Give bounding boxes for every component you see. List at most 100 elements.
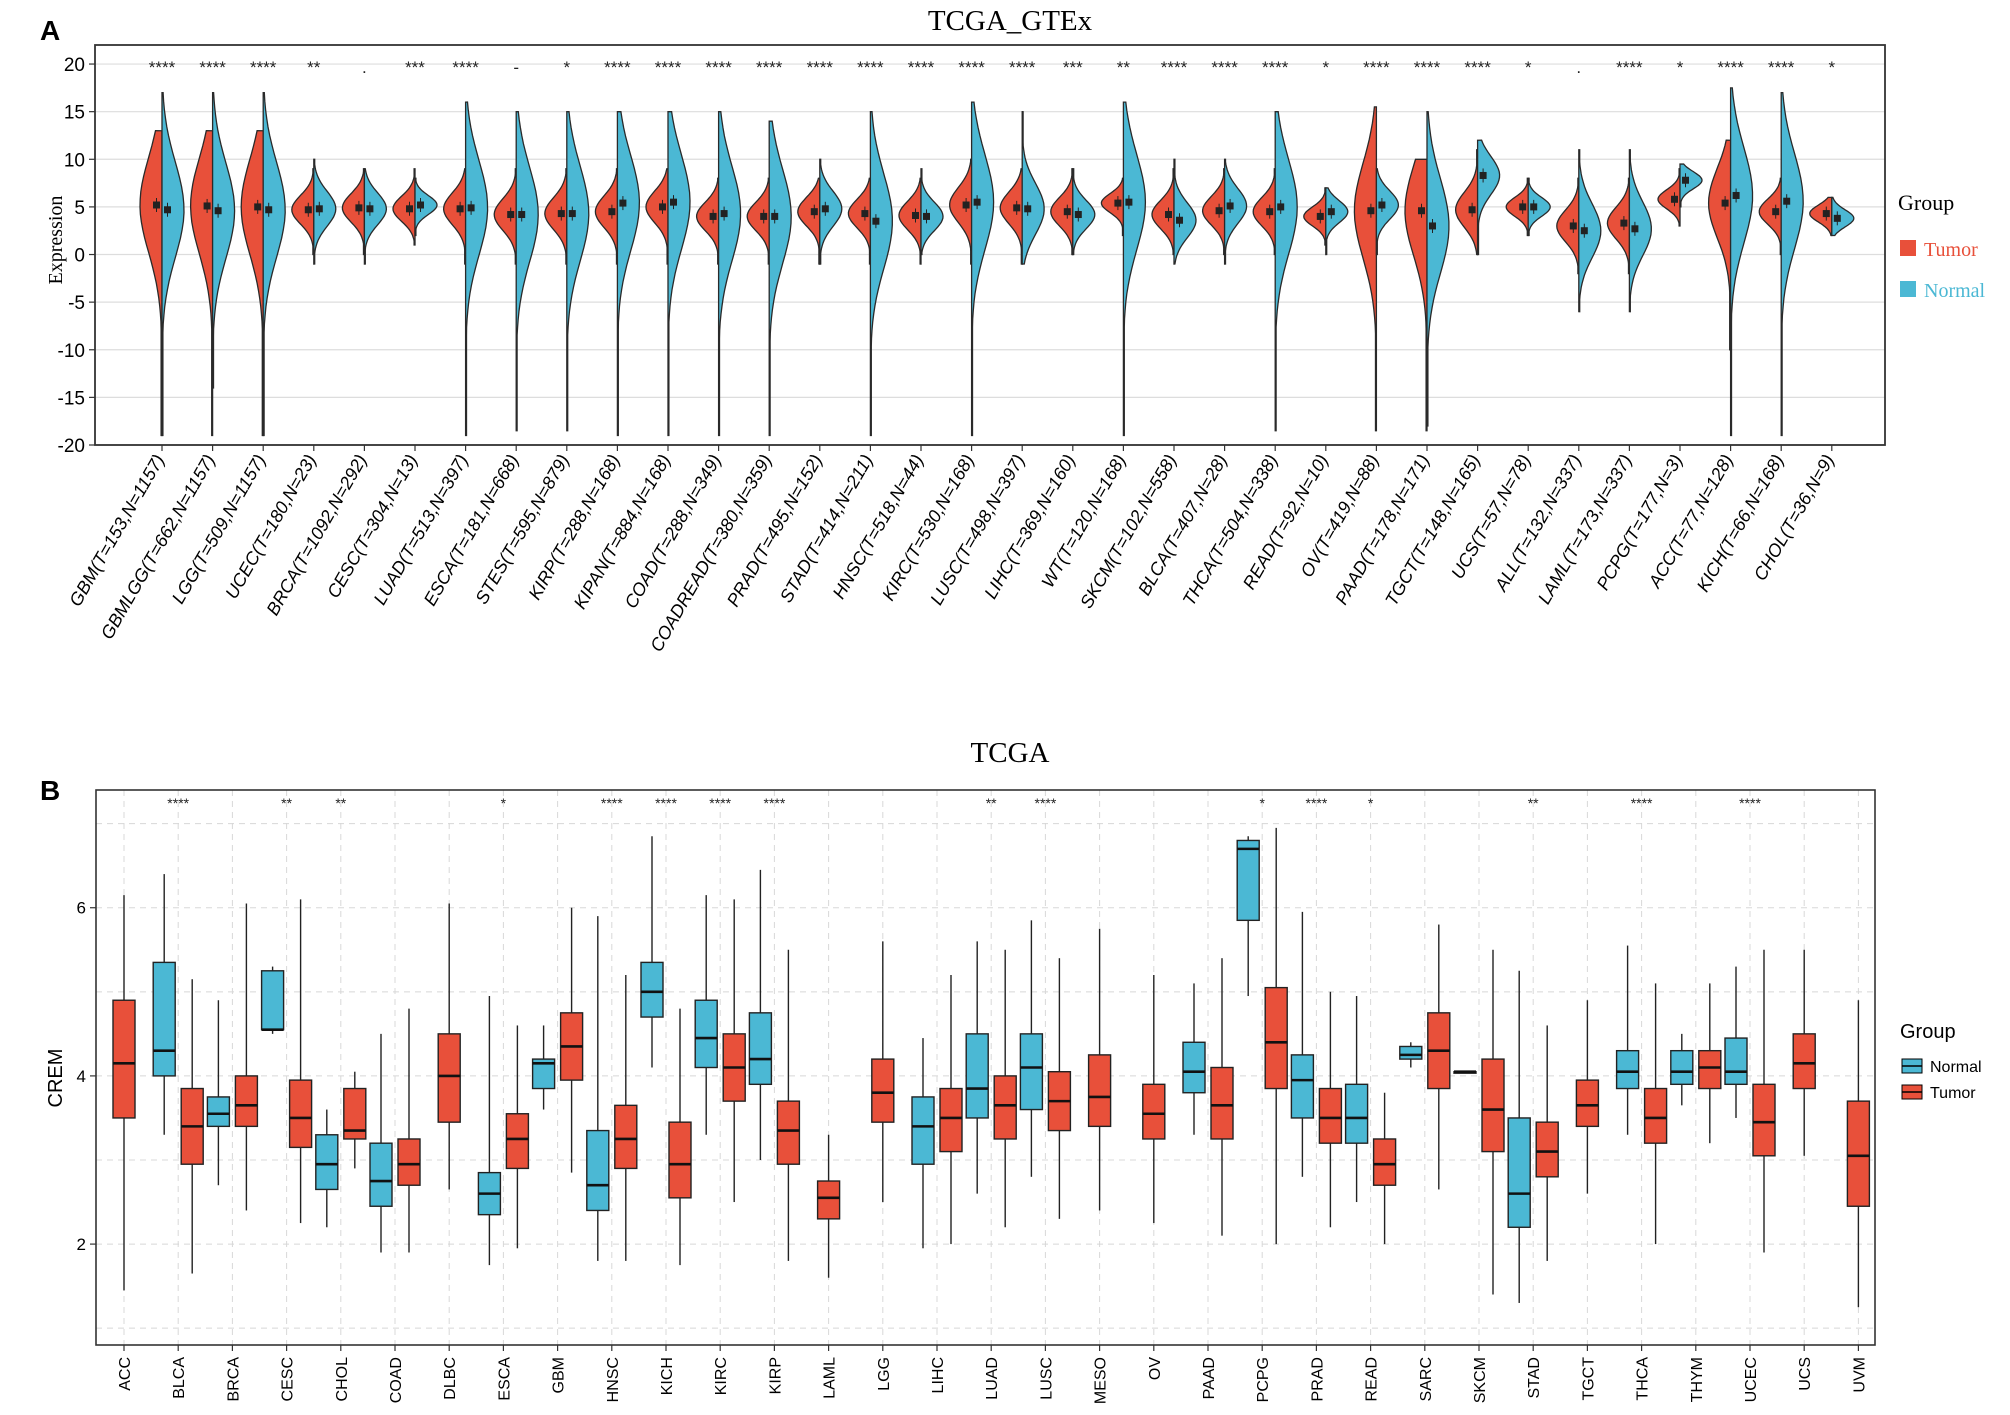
panel-a-significance: **** xyxy=(756,58,783,77)
box-normal-box xyxy=(911,1096,935,1165)
panel-a-significance: **** xyxy=(199,58,226,77)
box-normal-box xyxy=(586,1129,610,1212)
panel-a-significance: * xyxy=(1828,58,1835,77)
violin-normal xyxy=(1375,168,1400,256)
panel-a-y-tick-label: 0 xyxy=(74,246,85,267)
panel-b-x-tick-label: PAAD xyxy=(1201,1357,1218,1399)
panel-a-significance: * xyxy=(1525,58,1532,77)
panel-a-x-tick-label: SKCM(T=102,N=558) xyxy=(1076,451,1180,612)
panel-a-y-tick-label: 10 xyxy=(64,150,85,171)
violin-normal xyxy=(1122,101,1147,437)
panel-b-legend-title: Group xyxy=(1900,1021,1956,1043)
panel-a-legend-swatch-normal xyxy=(1900,281,1916,297)
panel-a-significance: *** xyxy=(1063,58,1083,77)
box-normal-box xyxy=(206,1096,231,1128)
violin-normal xyxy=(1780,91,1804,437)
box-normal-box xyxy=(369,1142,393,1207)
panel-a-significance: **** xyxy=(604,58,631,77)
violin-normal xyxy=(464,101,489,437)
box-normal-box xyxy=(152,961,176,1077)
panel-b-y-axis-label: CREM xyxy=(45,1049,67,1108)
panel-b-title: TCGA xyxy=(971,737,1050,769)
panel-a-significance: **** xyxy=(857,58,884,77)
panel-a-title: TCGA_GTEx xyxy=(928,5,1093,37)
box-tumor-box xyxy=(1752,1083,1776,1157)
panel-b-y-tick-label: 6 xyxy=(77,899,86,918)
panel-a-x-tick-label: ESCA(T=181,N=668) xyxy=(420,451,523,609)
panel-a-legend: Group Tumor Normal xyxy=(1898,190,1986,302)
panel-b-plot-border xyxy=(95,789,1876,1346)
violin-normal xyxy=(161,91,185,437)
violin-normal xyxy=(1831,196,1855,237)
panel-a-significance: **** xyxy=(1211,58,1238,77)
panel-a-significance: **** xyxy=(1464,58,1491,77)
panel-a-significance: **** xyxy=(908,58,935,77)
box-normal-box xyxy=(1615,1049,1640,1090)
panel-a-x-tick-label: UCEC(T=180,N=23) xyxy=(221,451,320,602)
panel-b-significance: * xyxy=(501,795,507,811)
box-normal-box xyxy=(1290,1054,1315,1119)
box-tumor-box xyxy=(1846,1100,1871,1207)
box-tumor-box xyxy=(1698,1049,1722,1090)
panel-b-legend-label-tumor: Tumor xyxy=(1930,1085,1976,1102)
violin-tumor xyxy=(442,168,467,265)
panel-a-significance: * xyxy=(1677,58,1684,77)
violin-normal xyxy=(211,91,236,389)
panel-a-significance: . xyxy=(1576,58,1581,77)
panel-b-x-tick-label: BLCA xyxy=(171,1357,188,1399)
box-tumor-box xyxy=(437,1033,461,1123)
box-tumor-box xyxy=(288,1079,313,1149)
box-normal-box xyxy=(315,1134,339,1191)
panel-a-x-tick-label: LGG(T=509,N=1157) xyxy=(168,451,270,607)
violin-normal xyxy=(1223,158,1248,265)
panel-a-y-axis-label: Expression xyxy=(45,196,67,285)
violin-normal xyxy=(819,158,843,265)
panel-b-significance: * xyxy=(1259,795,1265,811)
panel-b-label: B xyxy=(40,775,60,806)
panel-a-y-tick-label: 15 xyxy=(64,103,85,124)
panel-a-significance: **** xyxy=(1616,58,1643,77)
panel-b-x-tick-label: CESC xyxy=(280,1357,297,1401)
panel-a-significance: * xyxy=(563,58,570,77)
panel-a-x-tick-label: THCA(T=504,N=338) xyxy=(1179,451,1282,609)
box-tumor-box xyxy=(1535,1121,1559,1178)
panel-a-x-tick-label: TGCT(T=148,N=165) xyxy=(1381,451,1484,609)
violin-tumor xyxy=(1303,187,1327,246)
box-normal-box xyxy=(531,1058,556,1090)
violin-tumor xyxy=(594,168,619,265)
violin-tumor xyxy=(949,158,973,265)
panel-b-x-tick-label: UVM xyxy=(1851,1357,1868,1393)
panel-b-x-tick-label: STAD xyxy=(1526,1357,1543,1398)
violin-tumor xyxy=(1353,106,1378,432)
panel-a-legend-swatch-tumor xyxy=(1900,240,1916,256)
panel-a-significance: **** xyxy=(958,58,985,77)
panel-b-x-tick-label: TGCT xyxy=(1580,1357,1597,1401)
panel-b-significance: **** xyxy=(601,795,623,811)
box-tumor-box xyxy=(112,999,136,1119)
violin-tumor xyxy=(1657,168,1681,227)
violin-tumor xyxy=(1758,177,1782,256)
panel-a-label: A xyxy=(40,15,60,46)
panel-a-significance: **** xyxy=(1262,58,1289,77)
box-tumor-box xyxy=(614,1104,638,1170)
panel-a-legend-label-normal: Normal xyxy=(1924,280,1986,302)
box-normal-box xyxy=(1344,1083,1369,1144)
box-tumor-box xyxy=(1481,1058,1505,1153)
violin-normal xyxy=(1729,87,1754,437)
violin-normal xyxy=(515,111,539,432)
panel-a-legend-title: Group xyxy=(1898,190,1954,215)
panel-a-x-tick-label: GBM(T=153,N=1157) xyxy=(65,451,168,610)
panel-b-x-tick-label: THYM xyxy=(1689,1357,1706,1402)
panel-a-significance: *** xyxy=(405,58,425,77)
violin-tumor xyxy=(1404,158,1428,432)
panel-a-significance: **** xyxy=(1768,58,1795,77)
violin-tumor xyxy=(392,168,416,246)
panel-b-x-tick-label: PRAD xyxy=(1309,1357,1326,1401)
box-normal-box xyxy=(965,1033,989,1119)
panel-a-x-tick-label: HNSC(T=518,N=44) xyxy=(829,451,928,602)
violin-tumor xyxy=(999,168,1023,265)
panel-b-significance: * xyxy=(1368,795,1374,811)
panel-a-x-tick-label: STAD(T=414,N=211) xyxy=(776,451,877,606)
box-normal-box xyxy=(1724,1037,1748,1086)
box-tumor-box xyxy=(993,1075,1017,1140)
